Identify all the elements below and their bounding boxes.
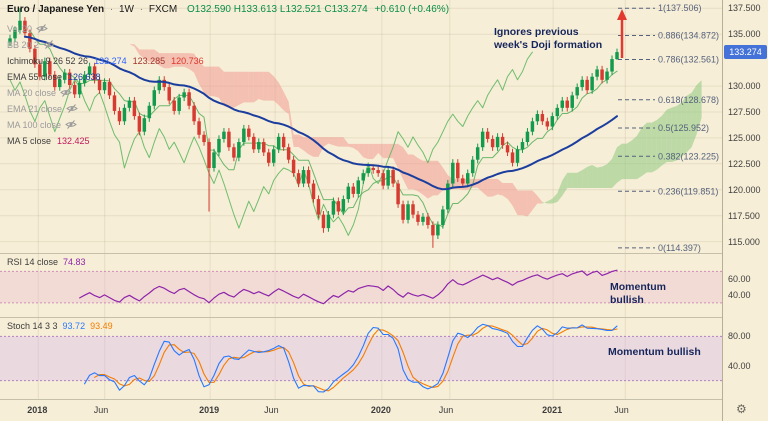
legend-row-ema-21-close[interactable]: EMA 21 close (7, 102, 449, 115)
eye-off-icon[interactable] (60, 88, 72, 97)
chart-annotation[interactable]: Ignores previous week's Doji formation (494, 26, 603, 51)
rsi-annotation[interactable]: Momentum bullish (610, 281, 666, 306)
stochastic-indicator-chart[interactable] (0, 318, 722, 399)
price-axis-label[interactable]: 115.000 (728, 236, 760, 247)
fib-level-label[interactable]: 0.618(128.678) (658, 95, 719, 105)
time-axis-label[interactable]: Jun (438, 405, 454, 415)
indicator-value: 126.638 (68, 71, 101, 82)
rsi-axis-label[interactable]: 40.00 (728, 289, 751, 300)
indicator-value: 123.285 (132, 55, 166, 66)
time-axis-label[interactable]: 2018 (27, 405, 48, 415)
symbol-header[interactable]: Euro / Japanese Yen · 1W · FXCM O132.590… (7, 4, 449, 15)
stoch-axis-label[interactable]: 40.00 (728, 360, 751, 371)
fib-level-label[interactable]: 0.786(132.561) (658, 55, 719, 65)
fib-level-label[interactable]: 0(114.397) (658, 243, 701, 253)
time-axis[interactable]: 2018 Jun 2019 Jun 2020 Jun 2021 Jun (0, 400, 722, 421)
fib-level-label[interactable]: 0.236(119.851) (658, 186, 718, 196)
eye-off-icon[interactable] (66, 104, 78, 113)
price-axis-label[interactable]: 127.500 (728, 107, 761, 117)
indicator-name: MA 100 close (7, 119, 62, 130)
pane-divider[interactable] (0, 317, 768, 318)
legend-row-ma-20-close[interactable]: MA 20 close (7, 86, 449, 99)
stoch-legend[interactable]: Stoch 14 3 3 93.72 93.49 (7, 321, 113, 331)
header-separator: · (109, 4, 114, 15)
price-axis-label[interactable]: 130.000 (728, 81, 761, 92)
indicator-value: 133.274 (94, 55, 127, 66)
stoch-d-value: 93.49 (90, 321, 113, 331)
time-axis-label[interactable]: Jun (93, 405, 109, 415)
indicator-name: MA 5 close (7, 135, 52, 146)
rsi-value: 74.83 (63, 257, 86, 267)
time-axis-label[interactable]: 2019 (199, 405, 220, 415)
eye-off-icon[interactable] (36, 24, 48, 33)
fib-level-label[interactable]: 0.5(125.952) (658, 123, 709, 133)
legend-row-vol-20[interactable]: Vol 20 (7, 22, 449, 35)
indicator-value: 120.736 (171, 55, 204, 66)
price-axis-label[interactable]: 120.000 (728, 184, 761, 195)
symbol-name[interactable]: Euro / Japanese Yen (7, 4, 105, 15)
rsi-axis-label[interactable]: 60.00 (728, 274, 751, 285)
indicator-name: Vol 20 (7, 23, 33, 34)
fib-level-label[interactable]: 0.886(134.872) (658, 31, 719, 41)
indicator-name: EMA 21 close (7, 103, 63, 114)
change-value: +0.610 (+0.46%) (374, 4, 450, 15)
time-axis-label[interactable]: 2021 (542, 405, 563, 415)
price-axis-label[interactable]: 117.500 (728, 210, 760, 221)
indicator-name: MA 20 close (7, 87, 57, 98)
stoch-annotation[interactable]: Momentum bullish (608, 346, 701, 358)
legend-row-bb-20-2[interactable]: BB 20 2 (7, 38, 449, 51)
interval-label[interactable]: 1W (119, 4, 134, 15)
exchange-label: FXCM (148, 4, 178, 15)
time-axis-label[interactable]: Jun (614, 405, 629, 415)
legend-row-ichimoku-9-26-52-26[interactable]: Ichimoku 9 26 52 26 133.274 123.285 120.736 (7, 54, 449, 67)
indicator-name: BB 20 2 (7, 39, 40, 50)
rsi-legend[interactable]: RSI 14 close 74.83 (7, 257, 86, 267)
legend-row-ma-5-close[interactable]: MA 5 close 132.425 (7, 134, 449, 147)
header-separator: · (139, 4, 144, 15)
price-axis-label[interactable]: 125.000 (728, 132, 761, 143)
ohlc-values: O132.590 H133.613 L132.521 C133.274 (187, 4, 368, 15)
eye-off-icon[interactable] (43, 40, 55, 49)
fib-level-label[interactable]: 1(137.506) (658, 3, 702, 13)
stoch-axis-label[interactable]: 80.00 (728, 331, 751, 342)
stoch-k-value: 93.72 (62, 321, 86, 331)
legend-row-ema-55-close[interactable]: EMA 55 close 126.638 (7, 70, 449, 83)
pane-divider[interactable] (0, 253, 768, 254)
indicator-legend-list: Vol 20 BB 20 2 Ichimoku 9 26 52 26 133.274 1… (7, 22, 449, 147)
price-axis[interactable]: 133.274 ⚙ 137.500 135.000 130.000 127.500 12… (722, 0, 768, 421)
legend-row-ma-100-close[interactable]: MA 100 close (7, 118, 449, 131)
indicator-value: 132.425 (57, 135, 90, 146)
fib-level-label[interactable]: 0.382(123.225) (658, 151, 719, 161)
indicator-name: Ichimoku 9 26 52 26 (7, 55, 89, 66)
chart-legend: Euro / Japanese Yen · 1W · FXCM O132.590… (7, 4, 449, 150)
settings-gear-icon[interactable]: ⚙ (736, 402, 747, 416)
time-axis-label[interactable]: 2020 (370, 405, 391, 415)
price-axis-label[interactable]: 137.500 (728, 3, 761, 14)
price-axis-label[interactable]: 122.500 (728, 158, 761, 169)
time-axis-label[interactable]: Jun (264, 405, 279, 415)
rsi-indicator-chart[interactable] (0, 254, 722, 317)
price-axis-label[interactable]: 135.000 (728, 29, 761, 40)
indicator-name: EMA 55 close (7, 71, 63, 82)
pane-divider (0, 399, 768, 400)
eye-off-icon[interactable] (65, 120, 77, 129)
candlestick-chart[interactable]: 1(137.506) 0.886(134.872) 0.786(132.561) 0.… (0, 0, 722, 253)
current-price-badge: 133.274 (724, 45, 767, 60)
